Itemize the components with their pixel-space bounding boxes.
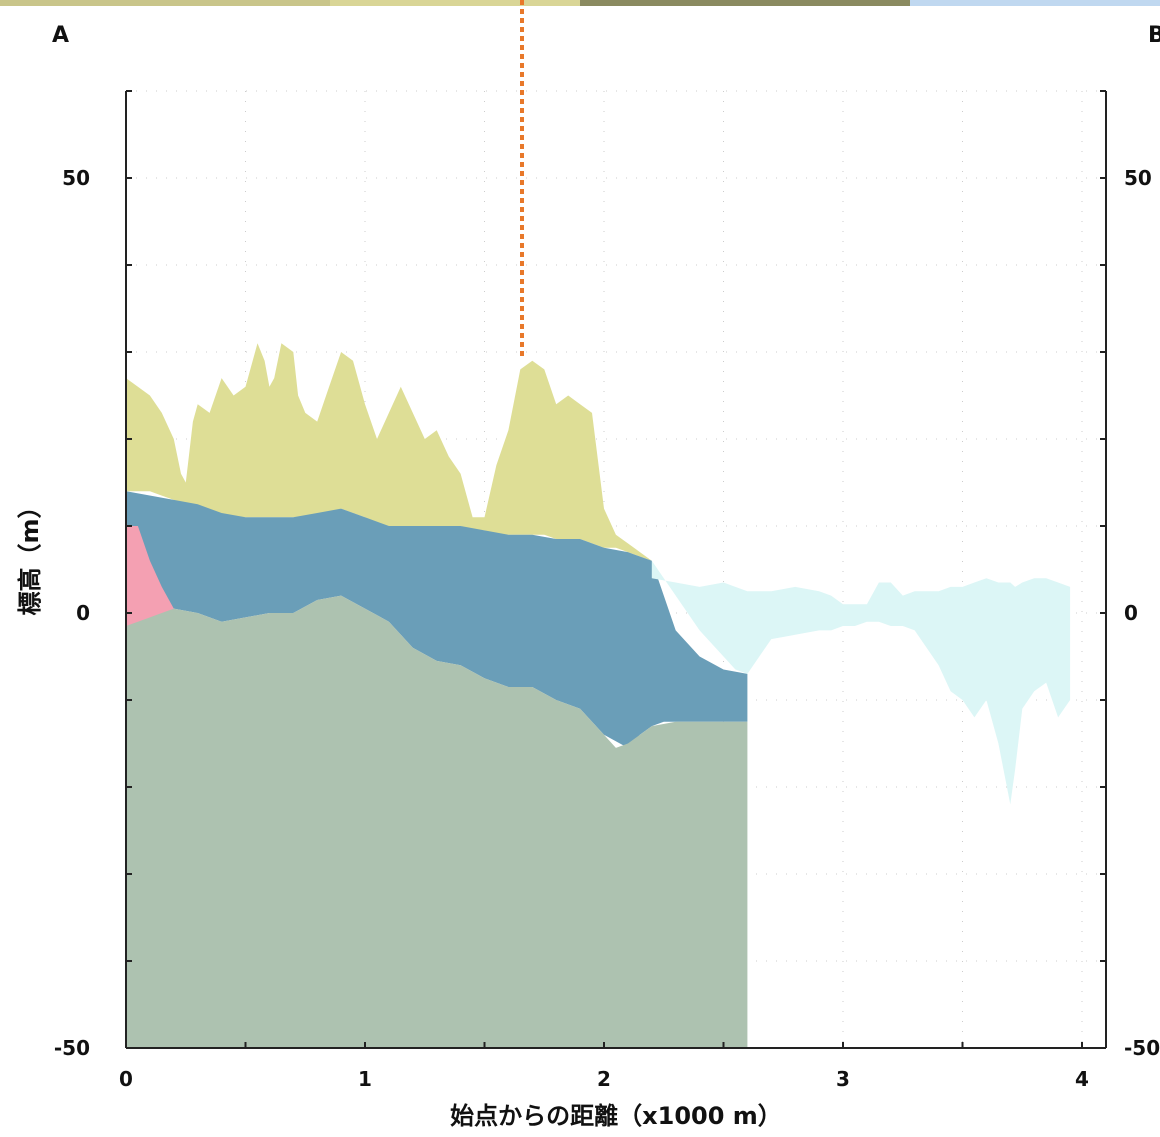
y-tick-label-right: 50 <box>1124 166 1152 190</box>
series-areas <box>126 343 1071 1048</box>
area-upper_layer <box>126 491 748 748</box>
y-tick-label-left: 50 <box>62 166 90 190</box>
map-strip-segment <box>0 0 330 6</box>
axes <box>125 90 1107 1049</box>
area-water <box>651 560 1071 805</box>
corner-label-left: A <box>52 23 69 48</box>
map-strip <box>0 0 1160 6</box>
x-axis-title: 始点からの距離（x1000 m） <box>450 1102 782 1130</box>
y-tick-label-left: -50 <box>54 1036 90 1060</box>
map-strip-segment <box>910 0 1160 6</box>
map-strip-segment <box>330 0 580 6</box>
map-strip-segment <box>580 0 910 6</box>
x-tick-label: 1 <box>358 1067 372 1091</box>
y-axis-title: 標高（m） <box>16 494 44 615</box>
x-tick-label: 0 <box>119 1067 133 1091</box>
y-tick-label-right: 0 <box>1124 601 1138 625</box>
y-tick-label-right: -50 <box>1124 1036 1160 1060</box>
corner-label-right: B <box>1148 23 1160 48</box>
area-base_layer <box>126 595 748 1048</box>
x-tick-label: 2 <box>597 1067 611 1091</box>
x-tick-label: 4 <box>1075 1067 1089 1091</box>
x-tick-label: 3 <box>836 1067 850 1091</box>
tick-labels: 0 1 2 3 4 -50 -50 0 0 50 50 <box>54 166 1160 1091</box>
area-pink_layer <box>126 526 174 626</box>
area-surface <box>126 343 652 561</box>
y-tick-label-left: 0 <box>76 601 90 625</box>
